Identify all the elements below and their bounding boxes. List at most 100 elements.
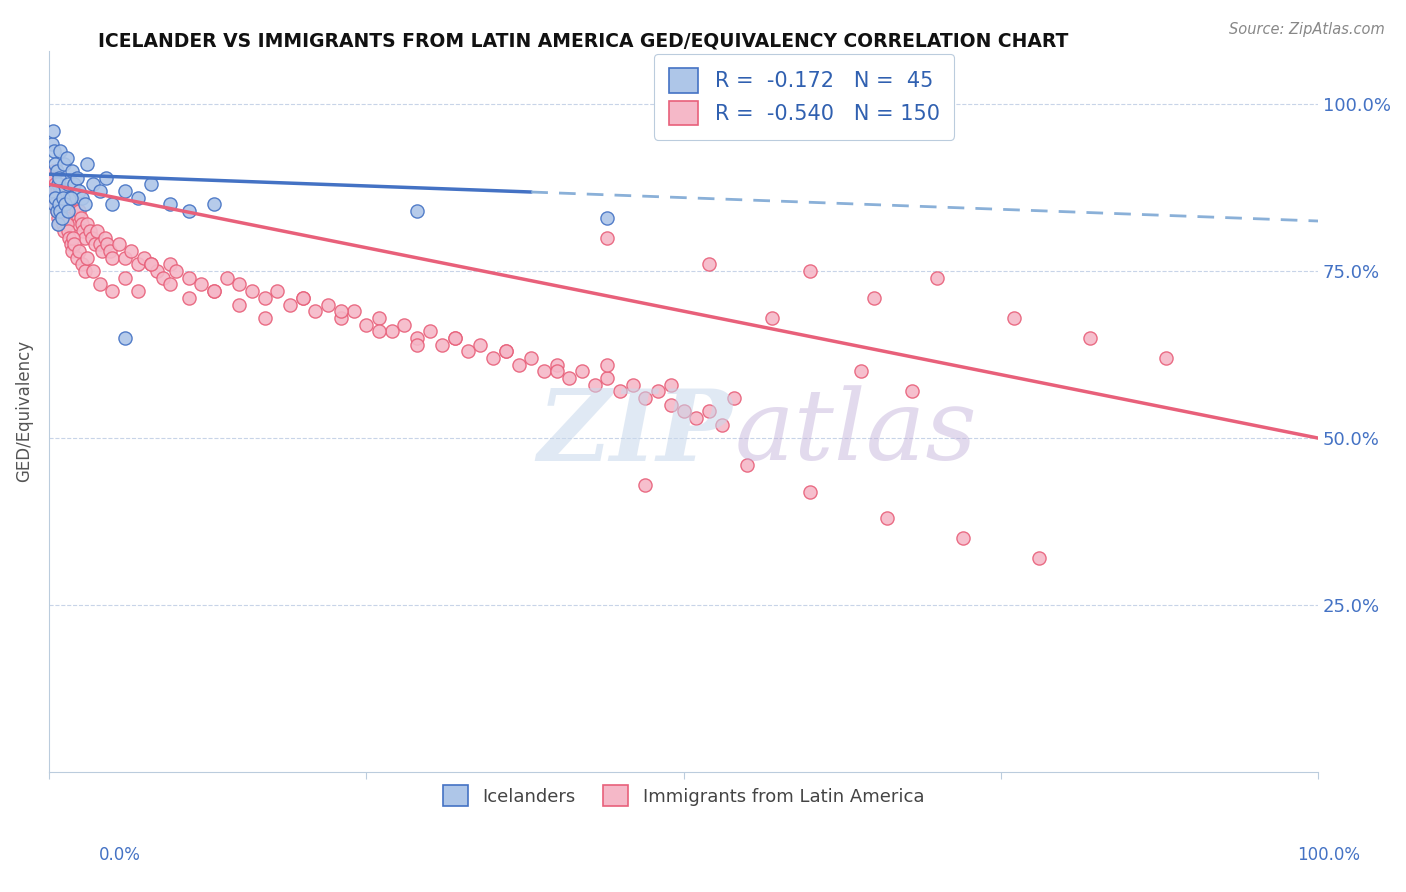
Point xyxy=(55,151,77,165)
Point xyxy=(48,197,70,211)
Point xyxy=(177,291,200,305)
Point xyxy=(927,270,949,285)
Point xyxy=(52,191,75,205)
Point xyxy=(45,164,67,178)
Point xyxy=(73,230,96,244)
Point xyxy=(406,337,429,351)
Point xyxy=(621,377,644,392)
Point xyxy=(799,264,821,278)
Text: 100.0%: 100.0% xyxy=(1298,846,1360,863)
Point xyxy=(697,404,720,418)
Point xyxy=(101,251,124,265)
Point xyxy=(67,244,90,258)
Point xyxy=(60,204,83,219)
Point xyxy=(63,197,86,211)
Point xyxy=(52,218,75,232)
Text: 0.0%: 0.0% xyxy=(98,846,141,863)
Point xyxy=(66,211,89,225)
Text: atlas: atlas xyxy=(734,385,977,481)
Text: ICELANDER VS IMMIGRANTS FROM LATIN AMERICA GED/EQUIVALENCY CORRELATION CHART: ICELANDER VS IMMIGRANTS FROM LATIN AMERI… xyxy=(98,31,1069,50)
Point xyxy=(44,178,66,192)
Point xyxy=(48,178,70,192)
Point xyxy=(159,277,181,292)
Point xyxy=(42,191,65,205)
Point xyxy=(659,398,682,412)
Point xyxy=(49,184,72,198)
Point xyxy=(278,297,301,311)
Point xyxy=(51,191,73,205)
Point xyxy=(96,237,118,252)
Point xyxy=(228,277,250,292)
Point xyxy=(89,277,111,292)
Point xyxy=(735,458,758,472)
Point xyxy=(46,191,69,205)
Point xyxy=(342,304,364,318)
Point xyxy=(58,191,80,205)
Point xyxy=(432,337,454,351)
Point xyxy=(82,230,104,244)
Point xyxy=(127,284,149,298)
Point xyxy=(94,170,117,185)
Point xyxy=(101,284,124,298)
Point xyxy=(177,204,200,219)
Point xyxy=(55,197,77,211)
Point xyxy=(70,218,93,232)
Point xyxy=(723,391,745,405)
Point xyxy=(558,371,581,385)
Point xyxy=(76,251,98,265)
Point xyxy=(55,211,77,225)
Point xyxy=(634,478,657,492)
Point xyxy=(356,318,378,332)
Point xyxy=(190,277,212,292)
Point xyxy=(46,178,69,192)
Point xyxy=(44,197,66,211)
Point xyxy=(76,157,98,171)
Point xyxy=(583,377,606,392)
Point xyxy=(495,344,517,359)
Point xyxy=(79,224,101,238)
Point xyxy=(672,404,695,418)
Point xyxy=(49,144,72,158)
Point xyxy=(851,364,873,378)
Point xyxy=(177,270,200,285)
Point xyxy=(67,204,90,219)
Point xyxy=(42,164,65,178)
Point xyxy=(59,191,82,205)
Point xyxy=(316,297,339,311)
Point xyxy=(394,318,416,332)
Point xyxy=(63,178,86,192)
Point xyxy=(659,377,682,392)
Point xyxy=(59,197,82,211)
Point xyxy=(710,417,733,432)
Point xyxy=(53,157,76,171)
Point xyxy=(91,244,114,258)
Point xyxy=(508,358,530,372)
Point xyxy=(59,237,82,252)
Point xyxy=(114,270,136,285)
Point xyxy=(596,358,619,372)
Point xyxy=(45,184,67,198)
Point xyxy=(134,251,156,265)
Point xyxy=(520,351,543,365)
Point xyxy=(202,284,225,298)
Point xyxy=(56,178,79,192)
Point xyxy=(470,337,492,351)
Point xyxy=(609,384,631,399)
Point xyxy=(60,164,83,178)
Point xyxy=(48,218,70,232)
Point xyxy=(1002,310,1025,325)
Point xyxy=(42,124,65,138)
Point xyxy=(159,257,181,271)
Point xyxy=(63,237,86,252)
Point xyxy=(98,244,121,258)
Point xyxy=(159,197,181,211)
Point xyxy=(114,251,136,265)
Point xyxy=(72,224,94,238)
Point xyxy=(482,351,505,365)
Point xyxy=(381,324,404,338)
Point xyxy=(202,284,225,298)
Point xyxy=(53,184,76,198)
Point xyxy=(876,511,898,525)
Point xyxy=(70,191,93,205)
Point xyxy=(444,331,467,345)
